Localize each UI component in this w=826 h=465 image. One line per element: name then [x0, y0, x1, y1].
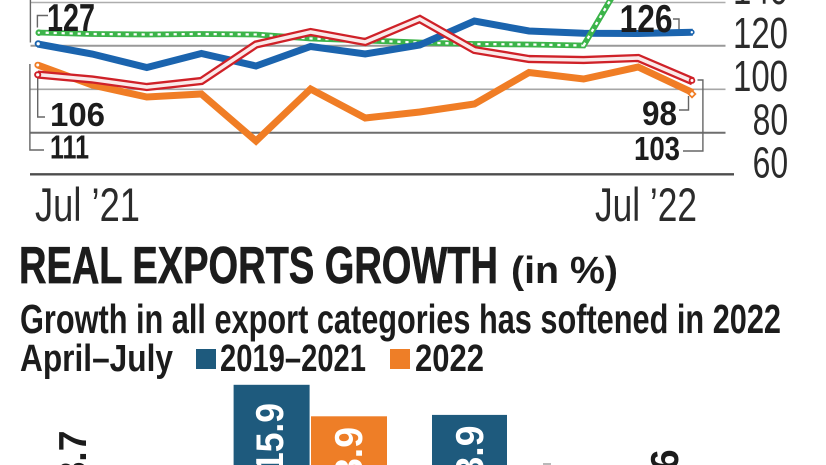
- svg-text:111: 111: [50, 129, 89, 166]
- svg-text:April–July: April–July: [20, 338, 173, 380]
- svg-text:127: 127: [47, 0, 95, 40]
- svg-text:103: 103: [634, 130, 680, 167]
- svg-text:15.9: 15.9: [249, 403, 292, 465]
- svg-text:9.6: 9.6: [644, 450, 687, 465]
- svg-text:8.7: 8.7: [52, 431, 95, 465]
- svg-text:80: 80: [753, 97, 789, 145]
- svg-text:60: 60: [753, 140, 789, 188]
- svg-text:100: 100: [733, 53, 788, 101]
- svg-text:Growth in all export categorie: Growth in all export categories has soft…: [20, 296, 781, 342]
- svg-text:2022: 2022: [415, 338, 484, 380]
- svg-text:3.9: 3.9: [449, 426, 492, 465]
- svg-text:Jul ’21: Jul ’21: [35, 178, 140, 231]
- svg-text:Jul ’22: Jul ’22: [595, 178, 697, 231]
- svg-text:140: 140: [733, 0, 788, 14]
- svg-text:98: 98: [642, 95, 677, 133]
- svg-text:126: 126: [620, 0, 673, 41]
- svg-text:120: 120: [733, 10, 788, 58]
- svg-text:106: 106: [50, 96, 105, 133]
- svg-text:2019–2021: 2019–2021: [220, 338, 366, 380]
- svg-text:(in %): (in %): [511, 250, 618, 292]
- svg-text:REAL EXPORTS GROWTH: REAL EXPORTS GROWTH: [19, 237, 498, 295]
- svg-text:3.9: 3.9: [328, 427, 371, 465]
